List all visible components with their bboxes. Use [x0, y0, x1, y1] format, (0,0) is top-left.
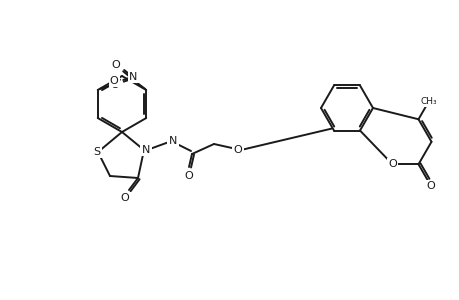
Text: O: O: [112, 60, 120, 70]
Text: O: O: [387, 159, 396, 169]
Text: O: O: [120, 193, 129, 203]
Text: S: S: [93, 147, 101, 157]
Text: O: O: [110, 76, 118, 86]
Text: CH₃: CH₃: [419, 97, 436, 106]
Text: O: O: [184, 171, 193, 181]
Text: O: O: [425, 181, 434, 191]
Text: O: O: [233, 145, 242, 155]
Text: O: O: [110, 80, 119, 90]
Text: N: N: [168, 136, 177, 146]
Text: N: N: [129, 72, 137, 82]
Text: O: O: [233, 145, 242, 155]
Text: N: N: [141, 145, 150, 155]
